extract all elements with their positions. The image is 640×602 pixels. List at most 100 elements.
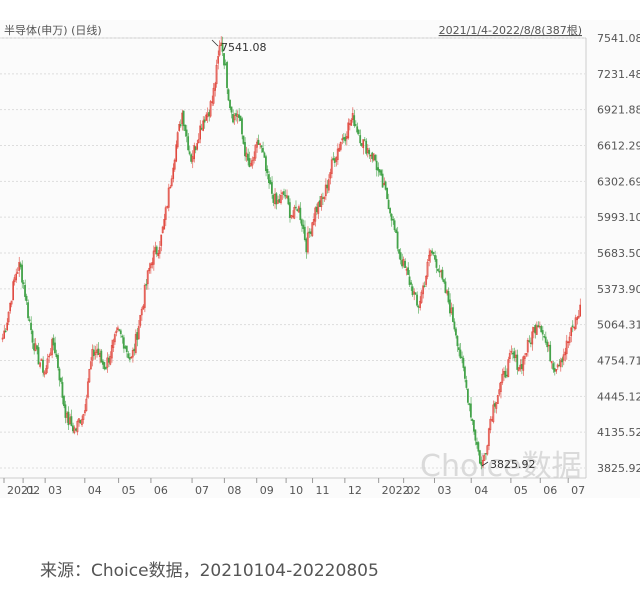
candle-body	[80, 419, 83, 426]
candle-body	[311, 222, 314, 236]
candle-body	[483, 455, 486, 461]
candle-body	[82, 414, 85, 420]
candle-body	[57, 355, 59, 369]
candle-body	[410, 282, 412, 285]
candle-body	[339, 141, 342, 150]
candle-body	[152, 250, 155, 265]
candle-body	[381, 173, 384, 188]
candle-body	[432, 252, 435, 255]
candle-body	[116, 327, 119, 331]
candle-body	[27, 302, 29, 319]
candle-body	[469, 403, 472, 418]
candle-body	[389, 208, 391, 214]
candle-body	[496, 395, 499, 404]
candle-body	[10, 300, 13, 305]
candle-body	[360, 143, 363, 146]
low-annotation-arrow	[481, 461, 489, 467]
candle-body	[242, 135, 245, 144]
candle-body	[279, 194, 282, 204]
candle-body	[196, 143, 198, 150]
candle-body	[36, 345, 38, 350]
candle-body	[217, 56, 219, 64]
candle-body	[6, 322, 8, 331]
candle-body	[266, 168, 269, 173]
candle-body	[52, 338, 55, 346]
candle-body	[184, 124, 187, 132]
x-tick-label: 10	[289, 484, 303, 497]
x-tick-label: 2022	[382, 484, 410, 497]
candle-body	[546, 341, 549, 348]
candle-body	[526, 339, 529, 353]
x-tick-label: 03	[437, 484, 451, 497]
candle-body	[438, 270, 441, 273]
candle-body	[363, 139, 366, 141]
candle-body	[92, 349, 95, 357]
candles	[1, 36, 582, 470]
x-tick-label: 05	[514, 484, 528, 497]
candle-body	[197, 139, 200, 144]
candle-body	[320, 195, 323, 208]
x-tick-label: 04	[474, 484, 488, 497]
candle-body	[275, 193, 278, 205]
candle-body	[128, 357, 131, 360]
candle-body	[251, 160, 254, 166]
candle-body	[452, 307, 454, 322]
candle-body	[67, 411, 70, 426]
candle-body	[239, 115, 242, 121]
candle-body	[314, 207, 317, 222]
candle-body	[106, 357, 109, 368]
source-caption: 来源：Choice数据，20210104-20220805	[40, 561, 379, 581]
candle-body	[39, 362, 41, 367]
candle-body	[110, 345, 113, 359]
candle-body	[357, 129, 360, 135]
candle-body	[54, 342, 56, 354]
candle-body	[407, 267, 409, 275]
annotations: 7541.08 3825.92	[211, 39, 536, 471]
candle-body	[368, 149, 371, 155]
candle-body	[271, 182, 273, 194]
candle-body	[387, 199, 390, 210]
candle-body	[371, 152, 374, 159]
candle-body	[1, 337, 4, 340]
candle-body	[72, 425, 74, 432]
candle-body	[112, 339, 115, 349]
candle-body	[324, 184, 327, 197]
candle-body	[472, 420, 475, 432]
candle-body	[392, 219, 394, 221]
candle-body	[468, 403, 471, 406]
x-tick-label: 02	[26, 484, 40, 497]
candle-body	[416, 294, 418, 306]
candle-body	[305, 238, 308, 253]
candle-body	[188, 151, 191, 155]
candle-body	[489, 418, 492, 431]
candle-body	[541, 330, 544, 335]
candle-body	[139, 314, 142, 326]
candle-body	[263, 152, 266, 158]
candle-body	[60, 377, 62, 382]
candle-body	[425, 275, 427, 285]
candle-body	[288, 202, 291, 218]
candle-body	[306, 232, 309, 253]
candle-body	[525, 353, 528, 356]
candle-body	[336, 148, 339, 161]
candle-body	[223, 53, 225, 66]
candle-body	[160, 234, 163, 246]
candle-body	[203, 119, 206, 123]
candle-body	[58, 368, 61, 381]
candle-body	[441, 269, 444, 280]
candle-body	[265, 156, 267, 172]
candle-body	[447, 291, 450, 303]
candle-body	[309, 231, 312, 234]
candle-body	[417, 306, 420, 308]
candle-body	[83, 410, 86, 414]
candle-body	[317, 202, 320, 214]
candle-body	[420, 291, 423, 303]
candle-body	[212, 87, 215, 104]
candle-body	[429, 250, 432, 257]
candle-body	[552, 363, 555, 370]
candle-body	[121, 335, 124, 338]
x-tick-label: 03	[48, 484, 62, 497]
candle-body	[528, 340, 531, 342]
candle-body	[308, 231, 311, 234]
candle-body	[365, 140, 368, 154]
